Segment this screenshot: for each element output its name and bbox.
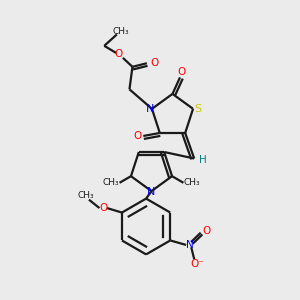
Text: O: O [150,58,158,68]
Text: CH₃: CH₃ [103,178,119,187]
Text: O: O [115,49,123,59]
Text: H: H [199,155,206,165]
Text: N: N [146,104,154,114]
Text: O: O [99,203,107,213]
Text: O: O [177,67,186,77]
Text: CH₃: CH₃ [112,27,129,36]
Text: N: N [186,240,194,250]
Text: CH₃: CH₃ [184,178,200,187]
Text: O⁻: O⁻ [190,259,204,269]
Text: O: O [134,131,142,141]
Text: CH₃: CH₃ [78,191,94,200]
Text: N: N [147,187,156,197]
Text: O: O [202,226,211,236]
Text: S: S [194,104,201,114]
